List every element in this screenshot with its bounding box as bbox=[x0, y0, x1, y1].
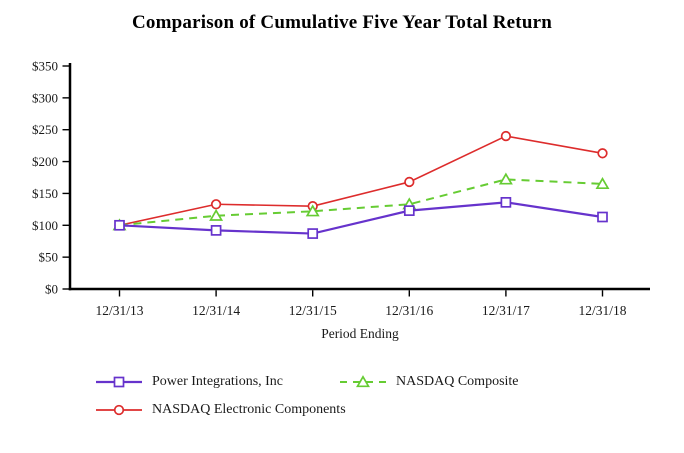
legend-item-nasdaq-electronic: NASDAQ Electronic Components bbox=[95, 402, 346, 418]
x-axis-title: Period Ending bbox=[321, 326, 399, 341]
data-point-marker-square bbox=[403, 205, 415, 216]
data-point-marker-square bbox=[500, 196, 512, 208]
data-point-marker-square bbox=[307, 228, 319, 239]
data-point-marker-square bbox=[113, 376, 125, 388]
x-tick-label: 12/31/14 bbox=[192, 303, 240, 318]
x-tick-label: 12/31/16 bbox=[385, 303, 433, 318]
data-point-marker-square bbox=[210, 225, 222, 236]
y-tick-label: $200 bbox=[32, 154, 58, 169]
legend-swatch-square-icon bbox=[96, 376, 142, 388]
series-line-0 bbox=[119, 201, 603, 235]
y-tick-label: $150 bbox=[32, 186, 58, 201]
x-tick-label: 12/31/17 bbox=[482, 303, 530, 318]
legend-label: NASDAQ Composite bbox=[396, 374, 519, 389]
data-point-marker-triangle bbox=[305, 204, 320, 217]
legend-item-power-integrations: Power Integrations, Inc bbox=[95, 374, 283, 390]
data-point-marker-circle bbox=[404, 176, 415, 188]
data-point-marker-square bbox=[597, 211, 608, 223]
data-point-marker-circle bbox=[210, 199, 222, 210]
data-point-marker-triangle bbox=[595, 176, 610, 190]
y-tick-label: $100 bbox=[32, 218, 58, 233]
y-tick-label: $0 bbox=[45, 282, 58, 297]
chart-plot-area: $0 $50 $100 $150 $200 $250 $300 $350 12/31/13 12/… bbox=[32, 59, 650, 318]
legend-item-nasdaq-composite: NASDAQ Composite bbox=[339, 374, 519, 390]
y-tick-label: $250 bbox=[32, 122, 58, 137]
data-point-marker-circle bbox=[113, 404, 125, 416]
data-point-marker-triangle bbox=[356, 375, 370, 388]
series-line-2 bbox=[119, 135, 603, 227]
legend-swatch-triangle-icon bbox=[340, 375, 386, 388]
legend-label: NASDAQ Electronic Components bbox=[152, 402, 346, 417]
legend-swatch-circle-icon bbox=[96, 404, 142, 416]
y-tick-label: $350 bbox=[32, 59, 58, 74]
chart-title: Comparison of Cumulative Five Year Total… bbox=[131, 12, 552, 33]
data-point-marker-circle bbox=[597, 148, 608, 159]
y-tick-label: $300 bbox=[32, 90, 58, 105]
series-line-1 bbox=[119, 178, 603, 227]
data-point-marker-circle bbox=[500, 130, 512, 142]
data-point-marker-triangle bbox=[498, 172, 513, 185]
x-tick-label: 12/31/15 bbox=[289, 303, 337, 318]
x-tick-label: 12/31/13 bbox=[95, 303, 143, 318]
legend-label: Power Integrations, Inc bbox=[152, 374, 284, 389]
x-tick-label: 12/31/18 bbox=[578, 303, 626, 318]
data-point-marker-triangle bbox=[209, 208, 224, 221]
data-point-marker-square bbox=[114, 219, 125, 231]
y-tick-label: $50 bbox=[39, 250, 59, 265]
